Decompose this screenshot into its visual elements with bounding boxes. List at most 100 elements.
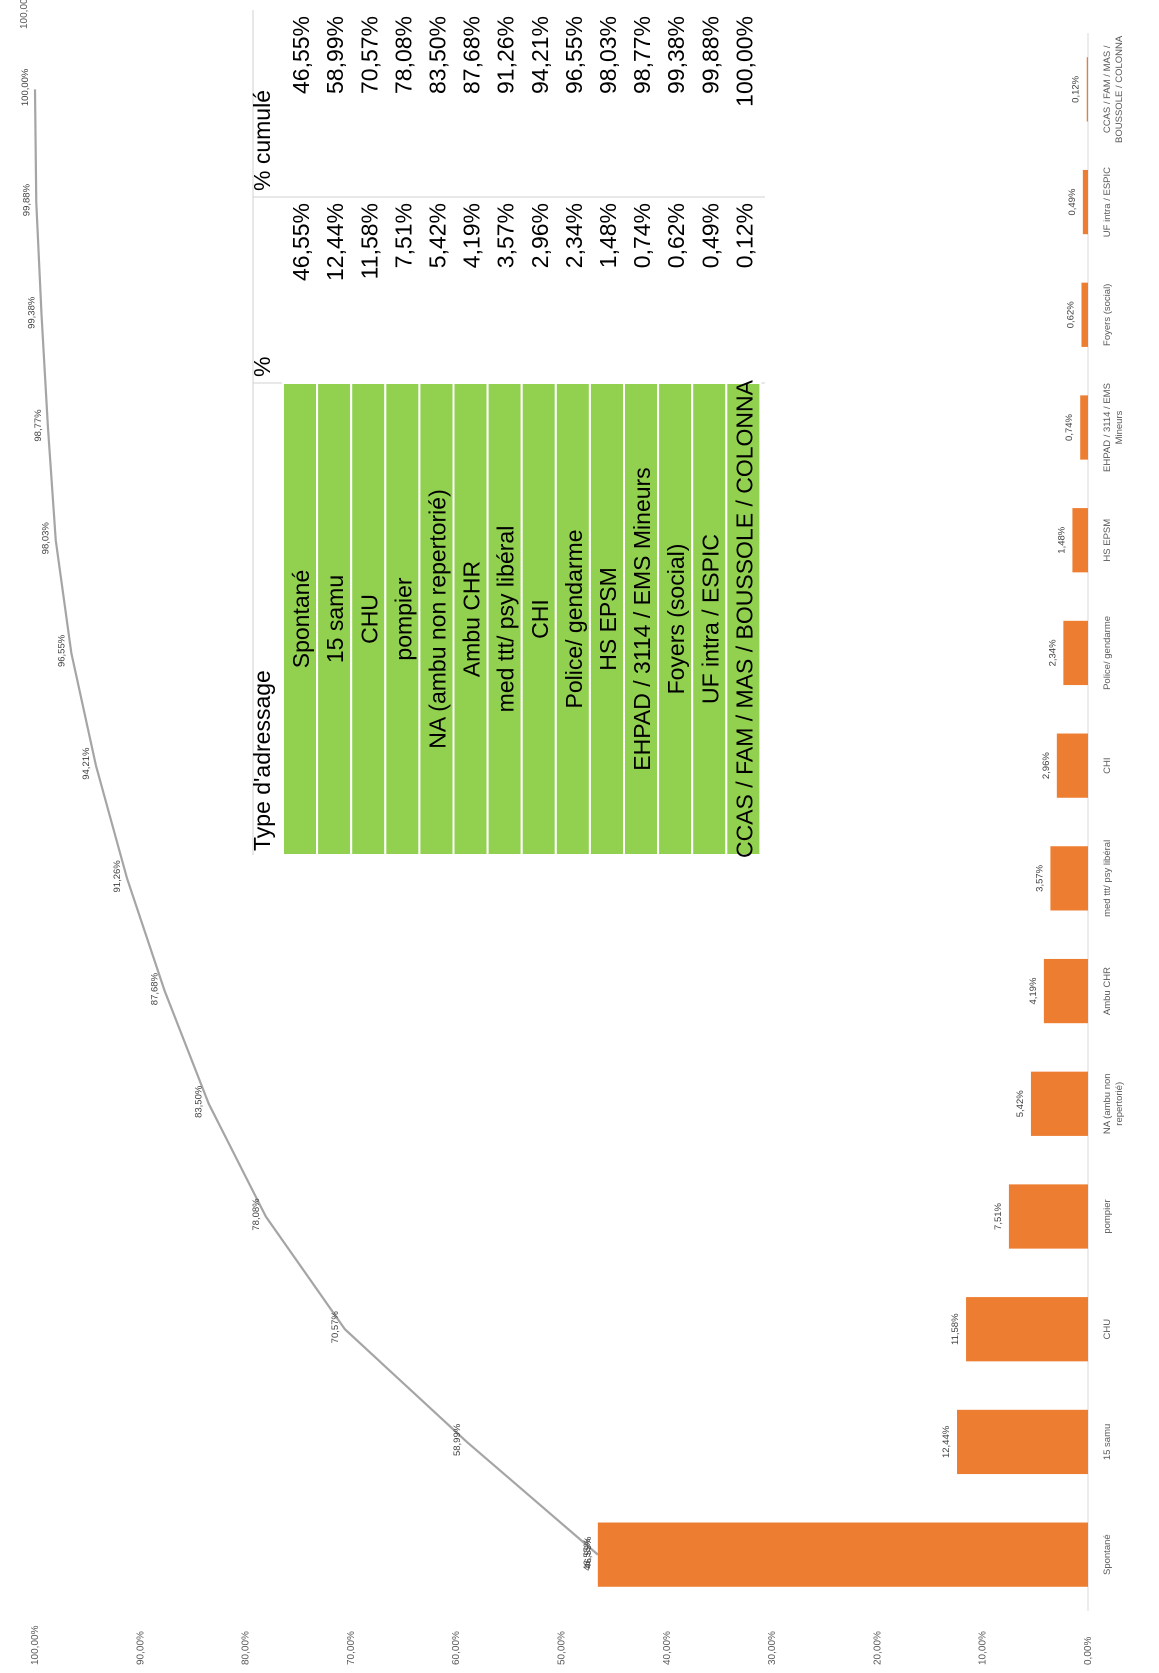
- cumulative-line: 46,55% 58,99% 70,57% 78,08% 83,50% 87,68% 91,2…: [20, 68, 599, 1569]
- table-row-label: CCAS / FAM / MAS / BOUSSOLE / COLONNA: [731, 379, 757, 858]
- y-tick-label: 10,00%: [978, 1631, 989, 1665]
- bar-value-label: 4,19%: [1028, 977, 1039, 1004]
- bar: [1086, 57, 1089, 122]
- bar-value-label: 0,74%: [1064, 413, 1075, 440]
- table-cum-value: 58,99%: [322, 16, 348, 94]
- bar: [1081, 282, 1089, 347]
- table-cum-value: 99,88%: [697, 16, 723, 94]
- bar: [1043, 958, 1088, 1024]
- table-cum-value: 70,57%: [356, 16, 382, 94]
- category-label-line: CHI: [1102, 757, 1113, 773]
- category-label: Foyers (social): [1102, 284, 1113, 346]
- cumulative-value-label: 100,00%: [20, 68, 31, 106]
- y-tick-label: 20,00%: [872, 1631, 883, 1665]
- table-cum-value: 46,55%: [288, 16, 314, 94]
- bar: [1063, 620, 1088, 686]
- table-cum-value: 99,38%: [663, 16, 689, 94]
- bar: [1080, 395, 1088, 460]
- bar-value-label: 2,96%: [1041, 752, 1052, 779]
- table-cum-value: 100,00%: [731, 16, 757, 107]
- bar: [1008, 1184, 1088, 1249]
- bar: [1050, 846, 1089, 911]
- category-label-line: pompier: [1102, 1199, 1113, 1233]
- category-label-line: CHU: [1102, 1319, 1113, 1340]
- category-label: CHI: [1102, 757, 1113, 773]
- bar: [1072, 508, 1089, 573]
- table-cum-value: 87,68%: [459, 16, 485, 94]
- table-pct-value: 5,42%: [425, 203, 451, 268]
- y-tick-label: 40,00%: [662, 1631, 673, 1665]
- y-tick-label: 50,00%: [557, 1631, 568, 1665]
- table-pct-value: 0,74%: [629, 203, 655, 268]
- bar: [957, 1409, 1088, 1475]
- table-pct-value: 0,12%: [731, 203, 757, 268]
- table-row-label: HS EPSM: [595, 567, 621, 671]
- cumulative-value-label: 46,55%: [583, 1536, 594, 1569]
- category-label-line: med ttt/ psy libéral: [1102, 840, 1113, 917]
- table-pct-value: 12,44%: [322, 203, 348, 281]
- bar: [1030, 1071, 1088, 1136]
- bar: [597, 1522, 1088, 1587]
- table-cum-value: 98,77%: [629, 16, 655, 94]
- cumulative-series-line: [33, 89, 599, 1556]
- cumulative-value-label: 70,57%: [330, 1311, 341, 1344]
- bar-value-label: 1,48%: [1056, 526, 1067, 553]
- table-row-label: NA (ambu non repertorié): [425, 489, 451, 749]
- table-pct-value: 1,48%: [595, 203, 621, 268]
- bar: [966, 1297, 1089, 1362]
- category-label: UF intra / ESPIC: [1102, 167, 1113, 237]
- y-tick-label: 60,00%: [451, 1631, 462, 1665]
- data-table: Type d'adressage% % cumulé Spontané 46,55% 4…: [249, 10, 765, 858]
- bar-value-label: 46,55%: [582, 1538, 593, 1571]
- secondary-y-tick-label: 100,00%: [19, 0, 30, 29]
- table-row-label: EHPAD / 3114 / EMS Mineurs: [629, 467, 655, 770]
- category-label-line: Police/ gendarme: [1102, 616, 1113, 690]
- table-pct-value: 0,49%: [697, 203, 723, 268]
- table-row-label: 15 samu: [322, 575, 348, 663]
- cumulative-value-label: 58,99%: [452, 1423, 463, 1456]
- cumulative-value-label: 91,26%: [112, 860, 123, 893]
- category-label-line: BOUSSOLE / COLONNA: [1114, 35, 1125, 143]
- table-label-cell: [725, 382, 762, 856]
- bar-value-label: 5,42%: [1015, 1090, 1026, 1117]
- category-label-line: UF intra / ESPIC: [1102, 167, 1113, 237]
- category-label: 15 samu: [1102, 1424, 1113, 1460]
- category-label: HS EPSM: [1102, 519, 1113, 562]
- table-pct-value: 2,96%: [527, 203, 553, 268]
- table-cum-value: 83,50%: [425, 16, 451, 94]
- y-tick-label: 100,00%: [30, 1625, 41, 1665]
- table-pct-value: 11,58%: [356, 203, 382, 279]
- table-row-label: Ambu CHR: [459, 561, 485, 677]
- y-tick-label: 80,00%: [241, 1631, 252, 1665]
- table-cum-value: 94,21%: [527, 16, 553, 94]
- table-row-label: CHU: [356, 594, 382, 644]
- y-tick-label: 30,00%: [767, 1631, 778, 1665]
- y-tick-label: 0,00%: [1083, 1637, 1094, 1665]
- bar-series: 46,55% 12,44% 11,58% 7,51% 5,42% 4,19% 3,57% 2,…: [582, 57, 1089, 1587]
- table-cum-value: 91,26%: [493, 16, 519, 94]
- category-label-line: Spontané: [1102, 1534, 1113, 1575]
- category-label-line: Mineurs: [1114, 410, 1125, 444]
- table-row-label: Police/ gendarme: [561, 530, 587, 709]
- bar-value-label: 7,51%: [993, 1202, 1004, 1229]
- bar-value-label: 0,49%: [1067, 188, 1078, 215]
- table-row-label: Spontané: [288, 570, 314, 668]
- bar-value-label: 11,58%: [950, 1313, 961, 1345]
- cumulative-value-label: 94,21%: [81, 747, 92, 780]
- cumulative-value-label: 87,68%: [150, 972, 161, 1005]
- table-header: % cumulé: [249, 90, 275, 191]
- table-pct-value: 2,34%: [561, 203, 587, 268]
- category-label-line: Ambu CHR: [1102, 967, 1113, 1015]
- table-row-label: pompier: [390, 577, 416, 660]
- category-label-line: Foyers (social): [1102, 284, 1113, 346]
- category-label-line: HS EPSM: [1102, 519, 1113, 562]
- bar-value-label: 0,62%: [1065, 301, 1076, 328]
- category-label: Police/ gendarme: [1102, 616, 1113, 690]
- table-cum-value: 78,08%: [390, 16, 416, 94]
- y-tick-label: 90,00%: [135, 1631, 146, 1665]
- cumulative-value-label: 99,38%: [27, 296, 38, 329]
- table-row-label: med ttt/ psy libéral: [493, 526, 519, 713]
- category-label: EHPAD / 3114 / EMSMineurs: [1102, 383, 1125, 472]
- cumulative-value-label: 78,08%: [251, 1198, 262, 1231]
